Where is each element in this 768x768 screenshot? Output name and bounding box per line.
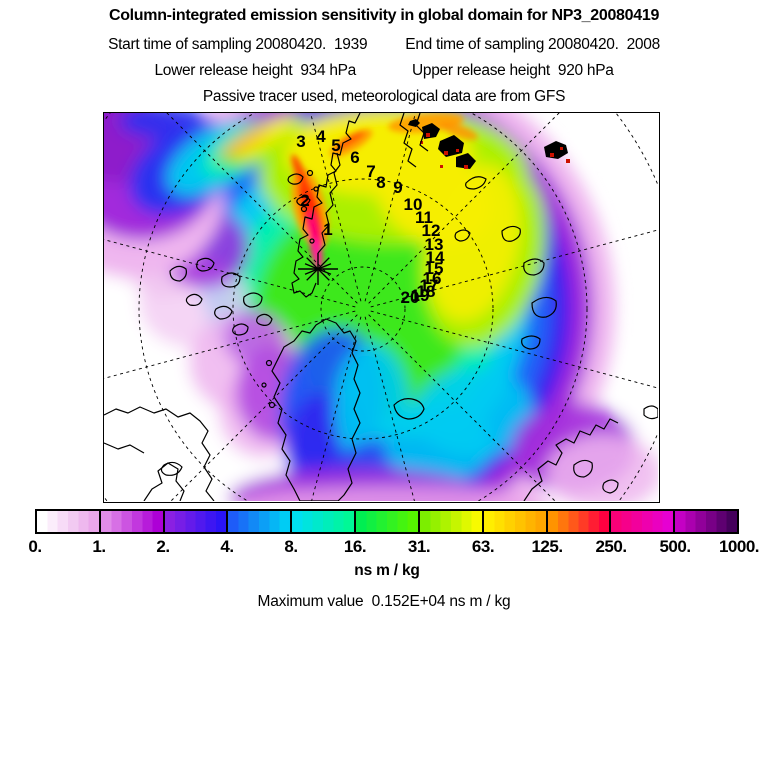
colorbar-segment [228,511,293,532]
tracer-note: Passive tracer used, meteorological data… [202,88,566,105]
colorbar [35,509,739,534]
trajectory-number: 6 [350,148,359,167]
colorbar-segment [611,511,676,532]
trajectory-number: 19 [411,286,430,305]
trajectory-number: 3 [296,132,305,151]
trajectory-number: 1 [323,220,332,239]
trajectory-number: 17 [420,276,439,295]
graticule [104,113,658,501]
colorbar-segment [675,511,737,532]
trajectory-number: 11 [415,208,433,227]
colorbar-tick-label: 1. [92,537,106,556]
colorbar-ticks: 0. 1. 2. 4. 8. 16. 31. 63. 125. 250. 500. 1000. [0,537,768,557]
trajectory-number: 4 [316,127,326,146]
release-heights-line: Lower release height 934 hPa Upper releas… [0,62,768,80]
colorbar-tick-label: 1000. [718,537,760,556]
colorbar-tick-label: 8. [284,537,298,556]
colorbar-segment [100,511,165,532]
trajectory-number: 2 [300,191,309,210]
trajectory-number: 8 [376,173,385,192]
colorbar-segment [547,511,612,532]
lower-release-label: Lower release height 934 hPa [154,62,356,79]
trajectory-number: 15 [425,259,444,278]
colorbar-segment [419,511,484,532]
end-time-label: End time of sampling 20080420. 2008 [405,36,660,53]
colorbar-tick-label: 500. [659,537,691,556]
trajectory-number: 10 [404,195,423,214]
colorbar-tick-label: 31. [407,537,431,556]
map-figure: 1 2 3 4 5 6 7 8 9 10 11 12 13 14 15 16 17 18 19 20 [103,112,660,503]
colorbar-segment [292,511,357,532]
trajectory-number: 14 [426,248,445,267]
trajectory-number: 9 [393,178,402,197]
trajectory-number: 7 [366,162,375,181]
emission-field [104,113,658,501]
trajectory-number: 20 [401,288,420,307]
trajectory-number: 13 [425,235,444,254]
page-title: Column-integrated emission sensitivity i… [108,7,660,24]
trajectory-number: 18 [417,282,436,301]
colorbar-segment [164,511,229,532]
coastlines [104,113,658,501]
colorbar-tick-label: 125. [531,537,563,556]
high-value-streaks [291,113,478,273]
colorbar-tick-label: 2. [156,537,170,556]
max-value-specks [408,119,570,169]
colorbar-segment [37,511,101,532]
colorbar-tick-label: 4. [220,537,234,556]
sampling-times-line: Start time of sampling 20080420. 1939 End… [0,36,768,54]
max-value-label: Maximum value 0.152E+04 ns m / kg [257,593,511,610]
colorbar-segment [356,511,420,532]
colorbar-segment [483,511,548,532]
trajectory-number: 16 [423,269,442,288]
colorbar-units: ns m / kg [354,562,420,579]
colorbar-tick-label: 16. [343,537,367,556]
start-time-label: Start time of sampling 20080420. 1939 [108,36,368,53]
upper-release-label: Upper release height 920 hPa [412,62,614,79]
colorbar-tick-label: 250. [595,537,627,556]
trajectory-number: 5 [331,136,340,155]
colorbar-tick-label: 63. [471,537,495,556]
release-marker-icon [298,253,338,285]
colorbar-tick-label: 0. [28,537,42,556]
trajectory-number: 12 [422,221,441,240]
